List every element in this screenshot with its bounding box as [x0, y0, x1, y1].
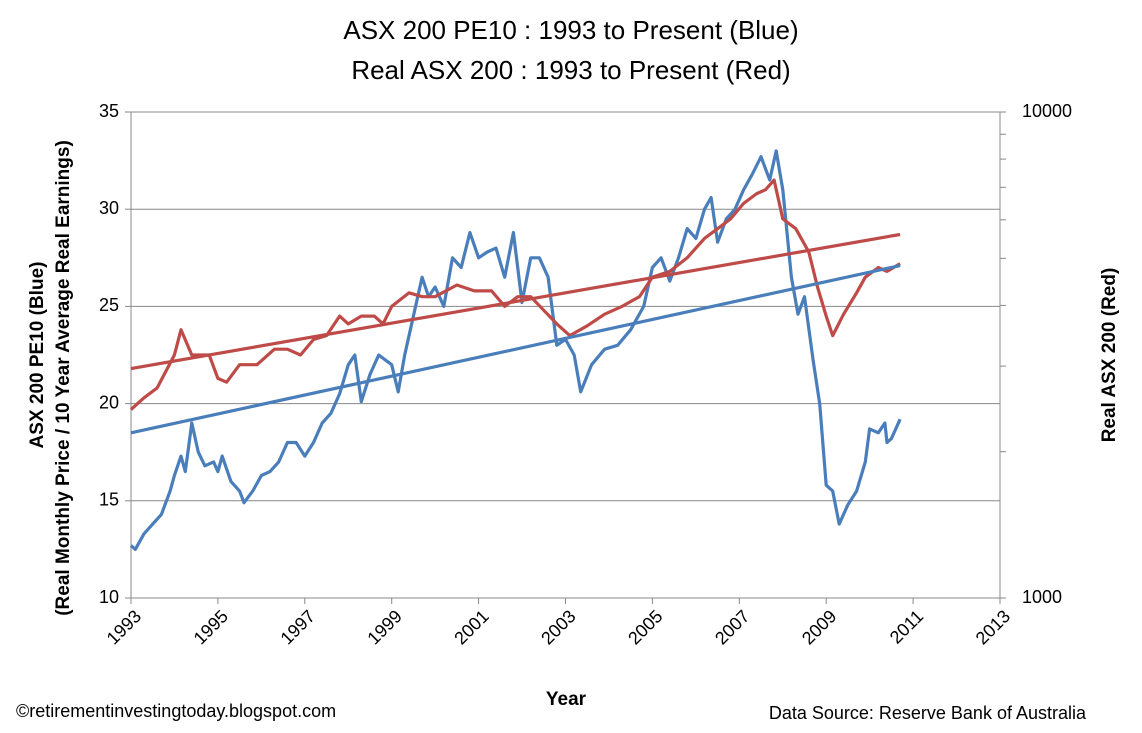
data-line [130, 232, 901, 371]
y-tick-label: 20 [99, 392, 119, 412]
data-line [129, 178, 901, 411]
y2-tick-label: 1000 [1022, 587, 1062, 607]
x-axis-label: Year [546, 689, 587, 710]
chart-subtitle: Real ASX 200 : 1993 to Present (Red) [351, 55, 790, 85]
data-line [130, 264, 901, 435]
y-tick-label: 15 [99, 490, 119, 510]
data-line [129, 149, 902, 551]
source-note: Data Source: Reserve Bank of Australia [769, 703, 1087, 723]
y-tick-label: 25 [99, 295, 119, 315]
y-axis-label: ASX 200 PE10 (Blue) [27, 262, 48, 449]
credit: ©retirementinvestingtoday.blogspot.com [16, 701, 336, 721]
y2-axis-label: Real ASX 200 (Red) [1099, 268, 1120, 443]
y-axis-label: (Real Monthly Price / 10 Year Average Re… [53, 140, 74, 616]
y2-tick-label: 10000 [1022, 101, 1072, 121]
chart-title: ASX 200 PE10 : 1993 to Present (Blue) [343, 15, 798, 45]
y-tick-label: 10 [99, 587, 119, 607]
y-tick-label: 35 [99, 101, 119, 121]
y-tick-label: 30 [99, 198, 119, 218]
